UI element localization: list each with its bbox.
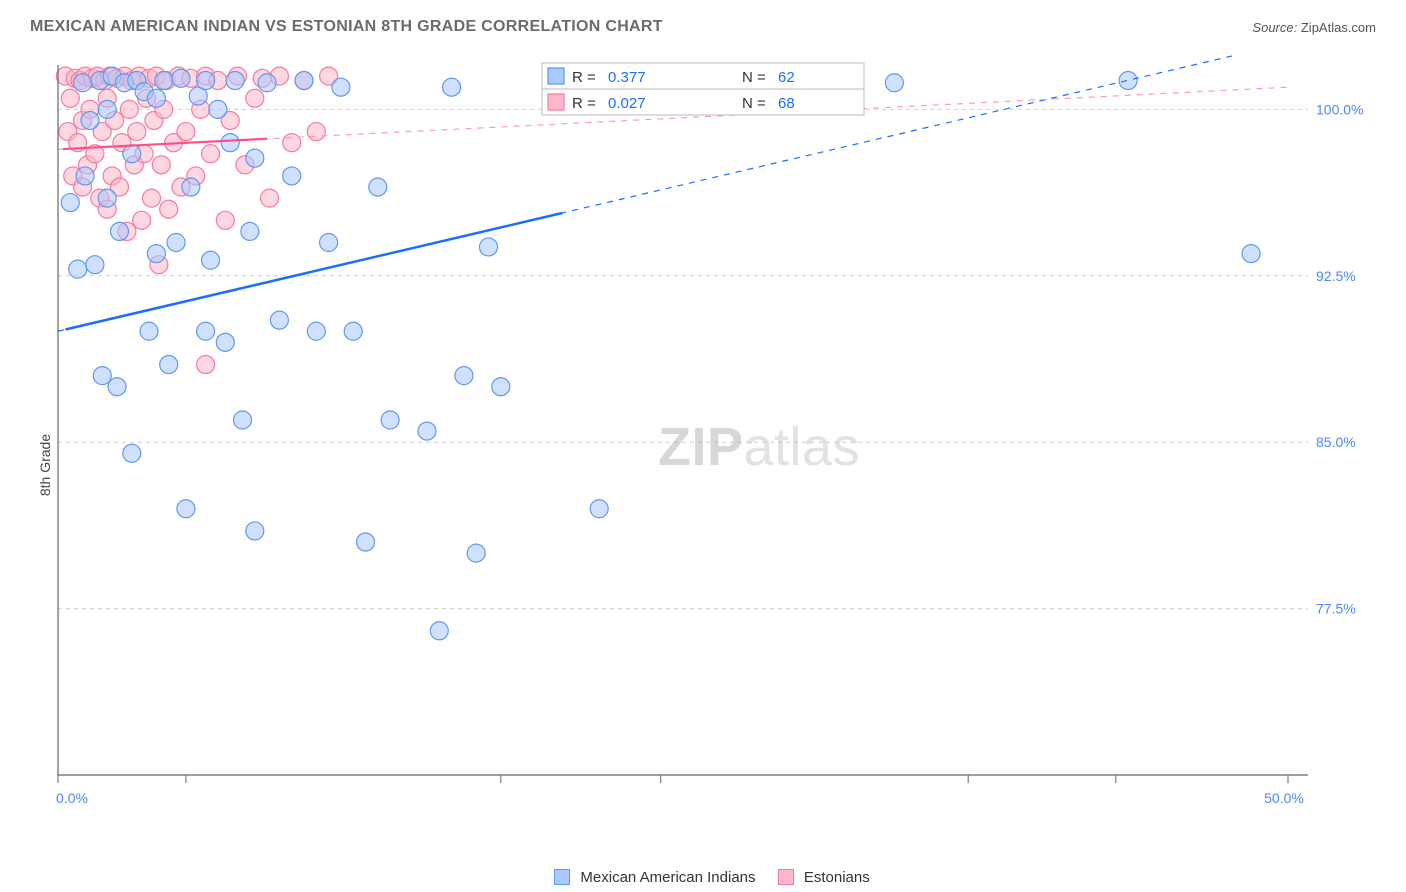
data-point-a — [76, 167, 94, 185]
data-point-a — [443, 78, 461, 96]
stat-r-value: 0.377 — [608, 69, 646, 86]
data-point-a — [430, 622, 448, 640]
data-point-a — [357, 533, 375, 551]
trendline-a — [65, 213, 562, 330]
data-point-a — [197, 322, 215, 340]
data-point-b — [307, 123, 325, 141]
data-point-b — [160, 200, 178, 218]
data-point-a — [418, 422, 436, 440]
data-point-a — [123, 145, 141, 163]
legend-swatch-a — [554, 869, 570, 885]
data-point-a — [167, 234, 185, 252]
legend: Mexican American Indians Estonians — [0, 869, 1406, 886]
x-tick-label: 50.0% — [1264, 790, 1304, 806]
source-label: Source: — [1252, 20, 1297, 35]
stat-n-value: 62 — [778, 69, 795, 86]
data-point-a — [81, 111, 99, 129]
data-point-b — [202, 145, 220, 163]
y-tick-label: 77.5% — [1316, 601, 1356, 617]
data-point-b — [177, 123, 195, 141]
data-point-b — [120, 100, 138, 118]
y-tick-label: 100.0% — [1316, 101, 1363, 117]
data-point-a — [1242, 245, 1260, 263]
data-point-a — [209, 100, 227, 118]
data-point-b — [216, 211, 234, 229]
data-point-b — [142, 189, 160, 207]
data-point-a — [246, 522, 264, 540]
data-point-b — [133, 211, 151, 229]
data-point-a — [98, 100, 116, 118]
data-point-a — [182, 178, 200, 196]
scatter-chart: 77.5% 85.0% 92.5% 100.0% ZIPatlas 0.0% 50.0% R … — [48, 55, 1378, 835]
data-point-a — [111, 222, 129, 240]
data-point-a — [455, 367, 473, 385]
data-point-a — [480, 238, 498, 256]
data-point-a — [86, 256, 104, 274]
data-point-a — [172, 69, 190, 87]
data-point-b — [128, 123, 146, 141]
data-point-a — [307, 322, 325, 340]
data-point-a — [98, 189, 116, 207]
data-point-a — [381, 411, 399, 429]
chart-container: 8th Grade 77.5%85.0%92.5%100.0%ZIPatlas0… — [0, 55, 1406, 875]
data-point-b — [197, 356, 215, 374]
data-point-a — [155, 72, 173, 90]
data-point-a — [123, 444, 141, 462]
stat-swatch-b — [548, 94, 564, 110]
data-point-a — [140, 322, 158, 340]
stat-n-label: N = — [742, 69, 766, 86]
watermark: ZIPatlas — [658, 417, 860, 477]
data-point-a — [492, 378, 510, 396]
legend-label-a: Mexican American Indians — [580, 869, 755, 886]
data-point-a — [283, 167, 301, 185]
data-point-a — [234, 411, 252, 429]
legend-label-b: Estonians — [804, 869, 870, 886]
data-point-a — [197, 72, 215, 90]
data-point-a — [258, 74, 276, 92]
data-point-a — [177, 500, 195, 518]
data-point-a — [147, 89, 165, 107]
data-point-a — [69, 260, 87, 278]
stat-r-label: R = — [572, 95, 596, 112]
data-point-a — [270, 311, 288, 329]
stat-r-label: R = — [572, 69, 596, 86]
data-point-a — [221, 134, 239, 152]
chart-title: MEXICAN AMERICAN INDIAN VS ESTONIAN 8TH … — [30, 18, 663, 36]
data-point-a — [202, 251, 220, 269]
data-point-a — [1119, 72, 1137, 90]
stat-n-label: N = — [742, 95, 766, 112]
data-point-a — [885, 74, 903, 92]
data-point-a — [320, 234, 338, 252]
data-point-a — [467, 544, 485, 562]
legend-swatch-b — [778, 869, 794, 885]
data-point-a — [241, 222, 259, 240]
data-point-b — [261, 189, 279, 207]
data-point-a — [295, 72, 313, 90]
data-point-a — [108, 378, 126, 396]
x-tick-label: 0.0% — [56, 790, 88, 806]
source-attribution: Source: ZipAtlas.com — [1252, 20, 1376, 35]
data-point-a — [216, 333, 234, 351]
y-tick-label: 85.0% — [1316, 434, 1356, 450]
source-value: ZipAtlas.com — [1301, 20, 1376, 35]
data-point-a — [226, 72, 244, 90]
data-point-a — [74, 74, 92, 92]
data-point-a — [61, 194, 79, 212]
y-tick-label: 92.5% — [1316, 268, 1356, 284]
data-point-a — [369, 178, 387, 196]
data-point-b — [152, 156, 170, 174]
data-point-a — [590, 500, 608, 518]
stat-swatch-a — [548, 68, 564, 84]
data-point-a — [147, 245, 165, 263]
stat-n-value: 68 — [778, 95, 795, 112]
data-point-a — [246, 149, 264, 167]
data-point-b — [246, 89, 264, 107]
data-point-b — [283, 134, 301, 152]
data-point-a — [332, 78, 350, 96]
stat-r-value: 0.027 — [608, 95, 646, 112]
data-point-a — [160, 356, 178, 374]
data-point-a — [93, 367, 111, 385]
data-point-b — [61, 89, 79, 107]
data-point-a — [344, 322, 362, 340]
